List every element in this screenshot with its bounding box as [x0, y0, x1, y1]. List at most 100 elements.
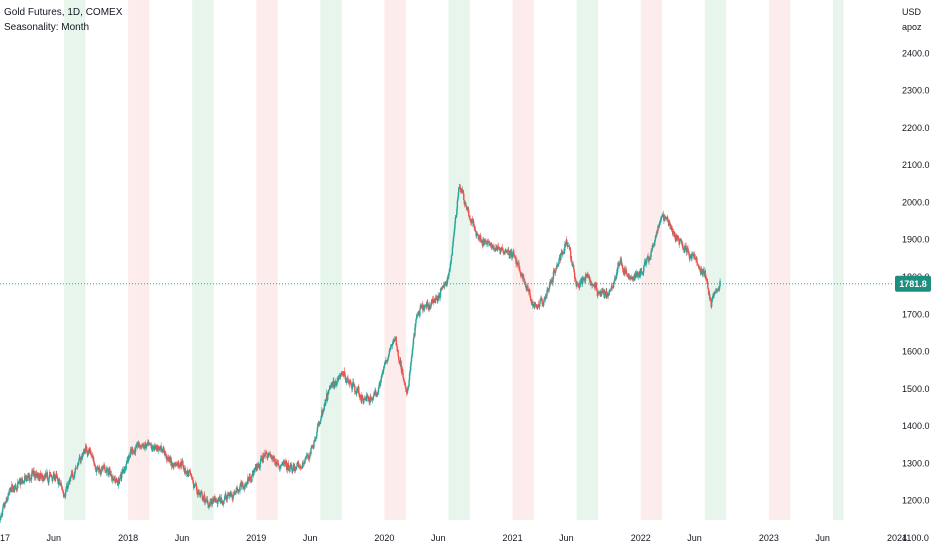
- candle: [526, 282, 529, 292]
- candle: [188, 472, 190, 478]
- candle: [49, 469, 51, 479]
- seasonal-band-red: [640, 0, 663, 520]
- seasonal-band-green: [64, 0, 86, 520]
- candle: [436, 295, 438, 304]
- candle: [239, 481, 242, 487]
- x-tick-label: 2021: [503, 533, 523, 543]
- candle: [265, 451, 268, 454]
- x-tick-label: Jun: [175, 533, 190, 543]
- candle: [95, 469, 98, 476]
- candle: [395, 336, 397, 346]
- candle: [687, 245, 689, 254]
- candle: [704, 269, 706, 281]
- candle: [52, 471, 54, 479]
- candle: [125, 460, 128, 465]
- candle: [523, 275, 525, 283]
- candle: [686, 246, 689, 249]
- candle: [86, 450, 88, 457]
- candle: [76, 463, 79, 471]
- candle: [312, 444, 314, 450]
- candle: [251, 474, 253, 483]
- candle: [424, 303, 426, 311]
- candle: [109, 466, 111, 477]
- candle: [191, 474, 193, 479]
- y-tick-label: 1700.0: [902, 309, 930, 319]
- candle: [663, 214, 666, 222]
- candle: [591, 283, 594, 287]
- candle: [441, 285, 444, 291]
- indicator-label[interactable]: Seasonality: Month: [4, 22, 90, 33]
- candle: [650, 248, 652, 261]
- candle: [284, 462, 287, 467]
- candle: [454, 214, 457, 226]
- candle: [678, 238, 681, 246]
- seasonal-band-green: [320, 0, 342, 520]
- candle: [714, 288, 717, 293]
- candle: [515, 255, 517, 267]
- candle: [510, 248, 513, 260]
- candle: [613, 275, 616, 284]
- candle: [160, 446, 163, 453]
- candle: [248, 473, 251, 482]
- candle: [493, 245, 496, 251]
- candle: [73, 476, 75, 480]
- seasonal-band-green: [192, 0, 214, 520]
- candle: [319, 421, 321, 426]
- candle: [417, 310, 420, 317]
- candle: [596, 285, 598, 292]
- candle: [219, 500, 222, 505]
- y-tick-label: 2100.0: [902, 160, 930, 170]
- candle: [241, 480, 243, 490]
- y-tick-label: 2300.0: [902, 86, 930, 96]
- y-tick-label: 1100.0: [902, 533, 929, 543]
- x-tick-label: Jun: [303, 533, 318, 543]
- candle: [539, 298, 541, 306]
- candle: [699, 266, 702, 275]
- candle: [458, 187, 460, 197]
- unit-label[interactable]: apoz: [902, 22, 922, 32]
- candle: [35, 469, 38, 477]
- candle: [472, 218, 475, 228]
- candle: [451, 245, 454, 256]
- candle: [14, 484, 16, 493]
- candle: [465, 202, 467, 207]
- candle: [31, 468, 34, 476]
- candle: [696, 256, 698, 267]
- candle: [570, 256, 572, 260]
- candle: [72, 473, 74, 481]
- candle: [197, 488, 200, 494]
- y-tick-label: 2000.0: [902, 197, 930, 207]
- candle: [325, 398, 327, 407]
- candle: [187, 467, 189, 478]
- candle: [131, 447, 134, 456]
- candle: [254, 463, 256, 473]
- candle: [654, 234, 657, 241]
- candle: [225, 494, 227, 503]
- x-tick-label: Jun: [431, 533, 446, 543]
- candle: [192, 481, 195, 491]
- candle: [583, 277, 585, 284]
- candle: [211, 498, 214, 507]
- candle: [587, 274, 590, 279]
- candle: [261, 452, 263, 463]
- candle: [359, 393, 361, 400]
- seasonal-band-red: [256, 0, 278, 520]
- x-tick-label: 2018: [118, 533, 138, 543]
- candle: [554, 270, 557, 276]
- currency-label[interactable]: USD: [902, 7, 922, 17]
- candlestick-series: [0, 183, 721, 523]
- candle: [608, 288, 610, 296]
- candle: [227, 495, 229, 498]
- candle: [216, 497, 218, 502]
- candle: [383, 367, 385, 371]
- candle: [363, 397, 365, 403]
- candle: [564, 241, 566, 254]
- candle: [111, 475, 114, 484]
- candle: [38, 475, 41, 482]
- candle: [352, 378, 355, 385]
- chart-title[interactable]: Gold Futures, 1D, COMEX: [4, 7, 123, 18]
- candle: [543, 296, 546, 301]
- seasonal-band-green: [576, 0, 599, 520]
